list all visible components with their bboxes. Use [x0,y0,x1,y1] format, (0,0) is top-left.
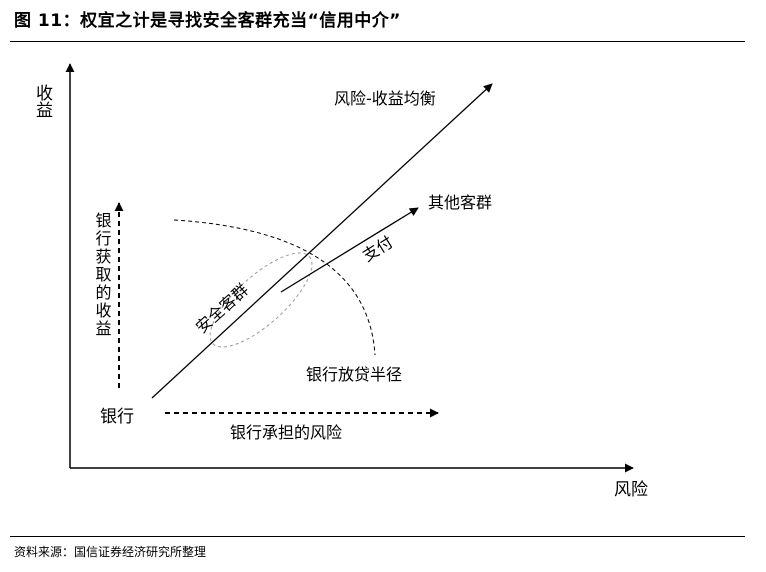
bank-label: 银行 [100,407,134,427]
footer-rule [10,536,745,537]
payment-label: 支付 [359,232,396,265]
bank-lending-radius-label: 银行放贷半径 [306,365,402,384]
safe-group-label: 安全客群 [192,280,252,337]
bank-risk-label: 银行承担的风险 [230,423,342,442]
payment-arrow [280,207,419,293]
source-note: 资料来源：国信证券经济研究所整理 [14,545,207,559]
x-axis-label: 风险 [614,480,648,500]
risk-return-line-label: 风险-收益均衡 [334,89,436,108]
title-rule [10,41,745,42]
figure-title: 图 11：权宜之计是寻找安全客群充当“信用中介” [14,11,401,31]
risk-return-line [151,83,493,399]
safe-group-ellipse [209,252,313,348]
other-groups-label: 其他客群 [428,193,492,212]
bank-income-label: 银行获取的收益 [93,212,112,338]
y-axis-label: 收益 [32,84,53,118]
